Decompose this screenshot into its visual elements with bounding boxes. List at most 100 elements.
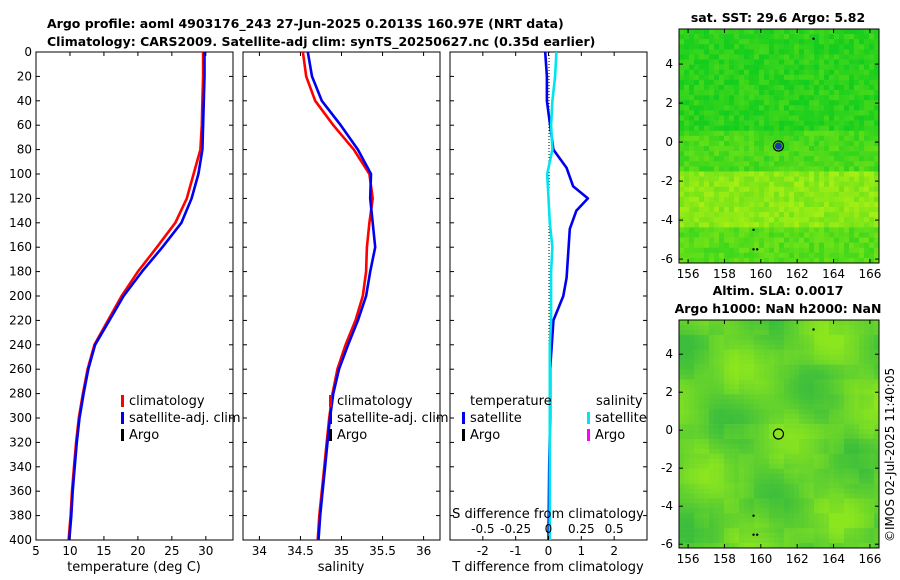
sla-map-cell (819, 434, 825, 440)
sst-map-cell (784, 44, 790, 50)
sst-map-cell (679, 64, 685, 70)
sst-map-cell (709, 100, 715, 106)
sla-map-cell (824, 399, 830, 405)
sla-map-cell (834, 513, 840, 519)
sla-map-cell (819, 369, 825, 375)
sla-map-cell (824, 379, 830, 385)
salinity-legend-swatch (329, 395, 332, 407)
sla-map-cell (709, 473, 715, 479)
sst-map-cell (759, 161, 765, 167)
sla-map-cell (764, 369, 770, 375)
sst-map-cell (794, 171, 800, 177)
sla-map-cell (794, 329, 800, 336)
sst-map-cell (754, 29, 760, 35)
sst-map-cell (689, 247, 695, 254)
sst-map-cell (774, 242, 780, 249)
sst-map-cell (844, 186, 850, 193)
sla-map-cell (704, 419, 710, 425)
sst-map-island (812, 37, 815, 40)
sst-map-cell (869, 74, 875, 81)
sst-map-cell (834, 140, 840, 147)
sst-map-cell (714, 171, 720, 177)
sst-map-cell (774, 29, 780, 35)
sla-map-cell (839, 359, 845, 365)
sla-map-cell (719, 493, 725, 499)
sst-map-cell (744, 49, 750, 55)
sla-map-cell (859, 389, 865, 395)
sst-map-cell (854, 69, 860, 76)
sst-map-cell (764, 29, 770, 35)
sst-map-cell (699, 196, 705, 203)
sla-map-cell (819, 483, 825, 489)
sst-map-cell (689, 69, 695, 76)
sst-map-cell (814, 181, 820, 187)
sla-map-cell (844, 339, 850, 346)
sla-map-cell (819, 528, 825, 534)
sst-map-cell (684, 191, 690, 198)
sst-map-cell (719, 176, 725, 182)
sst-map-cell (869, 125, 875, 132)
sla-map-cell (774, 344, 780, 351)
sst-map-cell (794, 135, 800, 142)
sla-map-cell (734, 389, 740, 395)
sla-map-cell (774, 438, 780, 445)
sst-map-cell (734, 140, 740, 147)
sla-map-cell (809, 543, 815, 549)
sst-map-cell (699, 166, 705, 172)
sst-map-cell (749, 110, 755, 116)
sla-map-cell (774, 508, 780, 514)
sst-map-cell (679, 49, 685, 55)
sla-map-cell (829, 354, 835, 360)
sla-map-cell (739, 443, 745, 450)
sla-map-cell (724, 339, 730, 346)
sla-map-cell (729, 404, 735, 410)
sst-map-cell (794, 140, 800, 147)
sst-map-cell (754, 120, 760, 126)
sla-map-cell (784, 374, 790, 380)
sst-map-cell (809, 130, 815, 137)
sst-map-cell (724, 29, 730, 35)
sla-map-cell (704, 364, 710, 370)
sst-map-cell (759, 130, 765, 137)
sst-map-cell (864, 201, 870, 208)
sla-map-cell (739, 483, 745, 489)
sla-map-cell (859, 359, 865, 365)
sla-map-cell (749, 493, 755, 499)
sst-map-cell (749, 156, 755, 162)
sst-map-cell (819, 90, 825, 96)
sla-map-cell (704, 503, 710, 509)
sst-map-cell (794, 207, 800, 213)
sst-map-cell (859, 207, 865, 213)
sst-map-cell (809, 34, 815, 40)
sst-map-cell (834, 222, 840, 228)
sst-map-cell (724, 115, 730, 121)
sst-map-cell (679, 222, 685, 228)
sla-map-cell (684, 399, 690, 405)
sla-map-cell (734, 364, 740, 370)
sst-map-cell (734, 135, 740, 142)
sst-map-cell (834, 29, 840, 35)
sla-map-cell (779, 434, 785, 440)
sst-map-cell (754, 252, 760, 259)
sla-map-cell (759, 503, 765, 509)
sst-map-cell (824, 39, 830, 45)
sst-map-cell (704, 115, 710, 121)
sla-map-cell (709, 424, 715, 430)
sla-map-cell (849, 404, 855, 410)
sst-map-cell (719, 120, 725, 126)
sst-map-cell (779, 222, 785, 228)
sst-map-cell (734, 181, 740, 187)
sst-map-cell (854, 130, 860, 137)
sla-map-cell (794, 468, 800, 474)
sla-map-cell (754, 354, 760, 360)
sla-map-cell (679, 404, 685, 410)
sla-map-cell (769, 523, 775, 529)
sla-map-cell (699, 329, 705, 336)
sst-map-cell (849, 110, 855, 116)
sst-map-cell (834, 34, 840, 40)
sst-map-cell (839, 74, 845, 81)
t-difference-xlabel: T difference from climatology (451, 560, 644, 575)
sst-map-cell (704, 39, 710, 45)
sla-map-cell (874, 394, 880, 400)
sla-map-cell (739, 419, 745, 425)
